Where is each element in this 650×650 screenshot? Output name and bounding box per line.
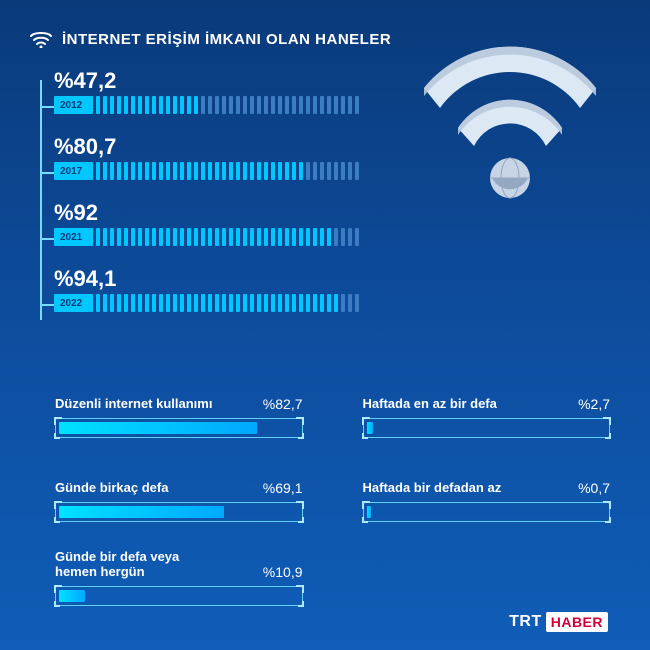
wifi-small-icon: [30, 30, 52, 48]
frequency-fill: [59, 506, 224, 518]
year-bar: 2021: [54, 228, 384, 246]
year-value: %47,2: [54, 70, 400, 92]
year-bar: 2022: [54, 294, 384, 312]
year-pill: 2021: [54, 228, 90, 246]
frequency-label: Günde bir defa veya hemen hergün: [55, 549, 215, 580]
frequency-bar: [363, 418, 611, 438]
year-value: %92: [54, 202, 400, 224]
frequency-head: Haftada en az bir defa %2,7: [363, 380, 611, 412]
year-pill: 2012: [54, 96, 90, 114]
frequency-label: Haftada bir defadan az: [363, 480, 502, 496]
source-logo: TRT HABER: [509, 612, 608, 632]
title-row: İNTERNET ERİŞİM İMKANI OLAN HANELER: [30, 30, 391, 48]
frequency-value: %10,9: [263, 564, 303, 580]
year-ticks: [54, 228, 359, 246]
year-connector: [40, 304, 54, 306]
year-pill: 2017: [54, 162, 90, 180]
frequency-item: Haftada bir defadan az %0,7: [363, 464, 611, 522]
year-row: %92 2021: [40, 202, 400, 246]
frequency-label: Günde birkaç defa: [55, 480, 168, 496]
year-ticks: [54, 294, 359, 312]
frequency-value: %82,7: [263, 396, 303, 412]
frequency-label: Düzenli internet kullanımı: [55, 396, 212, 412]
frequency-item: Günde bir defa veya hemen hergün %10,9: [55, 548, 303, 606]
frequency-bar: [55, 418, 303, 438]
frequency-fill: [59, 422, 257, 434]
frequency-head: Haftada bir defadan az %0,7: [363, 464, 611, 496]
year-row: %47,2 2012: [40, 70, 400, 114]
frequency-head: Günde birkaç defa %69,1: [55, 464, 303, 496]
year-value: %94,1: [54, 268, 400, 290]
frequency-item: Günde birkaç defa %69,1: [55, 464, 303, 522]
wifi-large-icon: [410, 30, 610, 200]
year-bar: 2017: [54, 162, 384, 180]
year-row: %80,7 2017: [40, 136, 400, 180]
year-connector: [40, 238, 54, 240]
frequency-grid: Düzenli internet kullanımı %82,7 Haftada e…: [55, 380, 610, 606]
logo-trt-text: TRT: [509, 613, 542, 631]
year-connector: [40, 106, 54, 108]
logo-haber-text: HABER: [546, 612, 608, 632]
year-bar: 2012: [54, 96, 384, 114]
year-ticks: [54, 162, 359, 180]
frequency-bar: [55, 586, 303, 606]
year-pill: 2022: [54, 294, 90, 312]
frequency-bar: [55, 502, 303, 522]
frequency-value: %0,7: [578, 480, 610, 496]
frequency-fill: [59, 590, 85, 602]
frequency-item: Haftada en az bir defa %2,7: [363, 380, 611, 438]
frequency-value: %2,7: [578, 396, 610, 412]
page-title: İNTERNET ERİŞİM İMKANI OLAN HANELER: [62, 31, 391, 48]
frequency-head: Düzenli internet kullanımı %82,7: [55, 380, 303, 412]
year-connector: [40, 172, 54, 174]
frequency-value: %69,1: [263, 480, 303, 496]
frequency-item: Düzenli internet kullanımı %82,7: [55, 380, 303, 438]
infographic-canvas: İNTERNET ERİŞİM İMKANI OLAN HANELER %47,…: [0, 0, 650, 650]
year-value: %80,7: [54, 136, 400, 158]
frequency-label: Haftada en az bir defa: [363, 396, 497, 412]
year-bars-section: %47,2 2012 %80,7 2017 %92 2021 %94,1 2022: [40, 70, 400, 334]
frequency-bar: [363, 502, 611, 522]
year-ticks: [54, 96, 359, 114]
frequency-head: Günde bir defa veya hemen hergün %10,9: [55, 548, 303, 580]
year-row: %94,1 2022: [40, 268, 400, 312]
